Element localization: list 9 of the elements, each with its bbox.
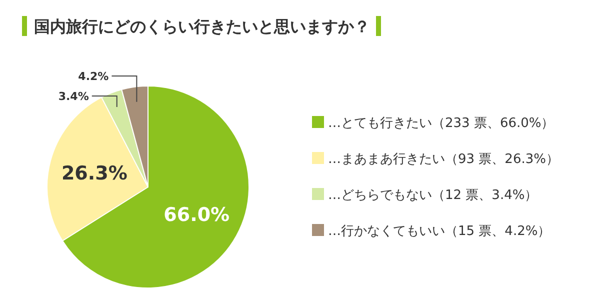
legend-label: …どちらでもない（12 票、3.4%） xyxy=(328,188,538,203)
chart-title: 国内旅行にどのくらい行きたいと思いますか？ xyxy=(34,17,370,36)
data-label: 3.4% xyxy=(58,90,89,103)
legend-label: …行かなくてもいい（15 票、4.2%） xyxy=(328,224,551,239)
data-label: 4.2% xyxy=(78,70,109,83)
legend-label: …まあまあ行きたい（93 票、26.3%） xyxy=(328,152,559,167)
data-label: 66.0% xyxy=(164,204,230,226)
legend-label: …とても行きたい（233 票、66.0%） xyxy=(328,116,554,131)
data-label: 26.3% xyxy=(61,162,128,184)
